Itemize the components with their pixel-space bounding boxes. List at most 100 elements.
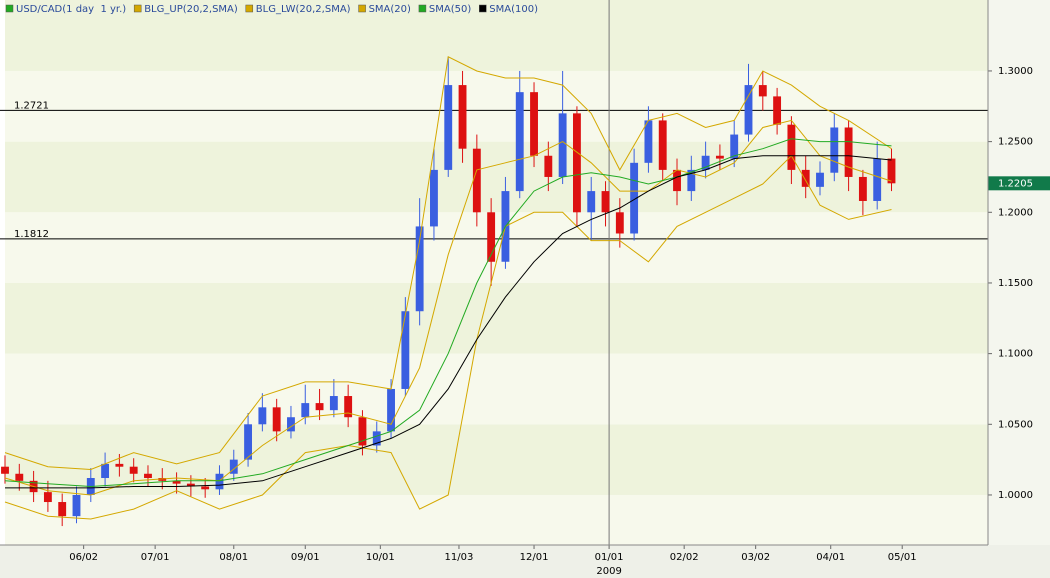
candle-body [1,466,9,474]
candle-body [258,407,267,425]
candle-body [144,473,152,479]
x-tick-label: 07/01 [141,552,170,563]
legend-swatch [5,4,14,13]
grid-band [5,212,988,283]
candle-body [673,169,681,192]
candle-body [773,96,782,125]
y-tick-label: 1.1500 [998,278,1033,289]
candle-body [272,407,281,432]
candle-body [558,113,567,177]
y-tick-label: 1.0000 [998,490,1033,501]
candle-body [172,480,181,484]
candle-body [458,85,467,149]
candle-body [758,85,767,97]
candle-body [186,483,195,487]
grid-band [5,494,988,545]
candle-body [587,191,596,213]
x-tick-label: 08/01 [219,552,248,563]
indicator-line [4,119,892,496]
candle-body [43,492,52,503]
candle-body [430,169,438,227]
last-price-label: 1.2205 [998,178,1033,189]
candle-body [730,134,739,159]
grid-band [5,141,988,213]
candle-body [572,113,581,213]
x-tick-label: 01/01 [595,552,624,563]
legend-swatch [418,4,427,13]
candle-body [415,226,424,312]
candle-body [801,169,810,187]
candle-body [658,120,667,170]
x-tick-label: 10/01 [366,552,395,563]
candle-body [372,431,381,446]
candle-body [472,148,481,213]
candle-body [715,155,724,159]
grid-band [5,0,988,71]
candle-body [387,388,395,432]
reference-label: 1.1812 [14,229,49,240]
candle-body [687,169,696,192]
legend-label: BLG_LW(20,2,SMA) [256,4,351,15]
candle-body [644,120,653,163]
candle-body [858,176,867,201]
legend-label: SMA(50) [429,4,471,15]
legend-label: BLG_UP(20,2,SMA) [144,4,238,15]
indicator-line [4,56,892,471]
x-tick-label: 02/02 [670,552,699,563]
y-tick-label: 1.2500 [998,137,1033,148]
candle-body [630,162,639,234]
candle-body [887,158,896,184]
candle-body [72,494,81,517]
candle-body [287,417,295,432]
indicator-line [5,155,892,489]
candle-body [229,459,238,474]
candle-body [787,124,796,170]
legend-swatch [133,4,142,13]
y-tick-label: 1.3000 [998,66,1033,77]
candle-body [115,463,124,467]
grid-band [5,424,988,495]
grid-band [5,70,988,142]
candle-body [129,466,138,474]
candle-body [515,92,524,192]
legend-swatch [479,4,487,13]
candle-body [58,502,67,517]
candle-body [15,473,24,481]
candle-body [487,212,496,262]
x-tick-label: 04/01 [816,552,845,563]
x-tick-label: 05/01 [888,552,917,563]
legend-swatch [358,4,366,13]
y-tick-label: 1.0500 [998,419,1033,430]
grid-band [5,353,988,425]
last-price-tag [988,176,1050,191]
time-axis-area [0,545,1050,578]
candle-body [215,473,224,490]
candle-body [344,396,353,418]
candle-body [744,85,753,135]
x-tick-label: 11/03 [445,552,474,563]
x-tick-label: 09/01 [291,552,320,563]
legend-label: SMA(100) [489,4,538,15]
y-tick-label: 1.2000 [998,207,1033,218]
grid-band [5,282,988,354]
candle-body [244,424,253,460]
x-tick-label: 06/02 [69,552,98,563]
candle-body [830,127,839,173]
candle-body [873,158,882,201]
candle-body [101,463,110,479]
x-tick-label: 03/02 [741,552,770,563]
candle-body [701,155,710,170]
candle-body [329,396,338,411]
candle-body [401,311,410,389]
candle-body [601,191,610,213]
candle-body [844,127,853,177]
x-tick-label: 12/01 [520,552,549,563]
price-axis-area [988,0,1050,578]
candle-body [444,85,453,170]
legend-label: USD/CAD(1 day 1 yr.) [16,4,126,15]
indicator-line [4,138,892,488]
candle-body [201,486,210,490]
candle-body [301,403,310,418]
legend-label: SMA(20) [369,4,411,15]
